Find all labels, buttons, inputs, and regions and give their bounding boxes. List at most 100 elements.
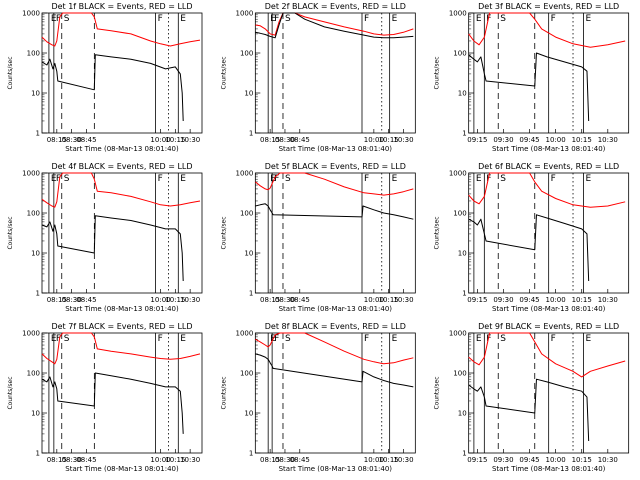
x-tick-label: 09:30 xyxy=(493,136,513,144)
marker-label: F xyxy=(551,14,556,24)
marker-label: E xyxy=(585,14,591,24)
y-tick-label: 100 xyxy=(27,370,40,378)
detector-panel-5: Det 5f BLACK = Events, RED = LLD Counts/s… xyxy=(220,162,416,313)
x-tick-label: 10:30 xyxy=(598,456,618,464)
x-tick-label: 10:00 xyxy=(364,296,384,304)
black-events-series-line xyxy=(468,52,590,122)
y-tick-label: 1000 xyxy=(22,170,40,178)
x-tick-label: 10:00 xyxy=(364,136,384,144)
black-events-series-line xyxy=(255,353,414,388)
y-tick-label: 1000 xyxy=(22,330,40,338)
marker-label: E xyxy=(392,14,398,24)
marker-label: E xyxy=(180,14,186,24)
marker-label: E xyxy=(585,334,591,344)
y-tick-label: 1000 xyxy=(236,10,254,18)
marker-label: E xyxy=(180,334,186,344)
x-tick-label: 08:30 xyxy=(62,456,82,464)
y-tick-label: 1 xyxy=(36,450,40,458)
y-tick-label: 10 xyxy=(458,250,467,258)
y-tick-label: 1 xyxy=(462,290,466,298)
x-axis-label: Start Time (08-Mar-13 08:01:40) xyxy=(65,305,179,313)
detector-panel-6: Det 6f BLACK = Events, RED = LLD Counts/s… xyxy=(434,162,630,313)
y-tick-label: 1 xyxy=(249,290,253,298)
y-tick-label: 10 xyxy=(244,90,253,98)
y-axis-label: Counts/sec xyxy=(7,56,14,89)
y-tick-label: 1000 xyxy=(236,330,254,338)
x-tick-label: 09:45 xyxy=(519,296,539,304)
y-tick-label: 10 xyxy=(31,250,40,258)
red-lld-series-line xyxy=(468,12,626,48)
detector-panel-7: Det 7f BLACK = Events, RED = LLD Counts/s… xyxy=(7,322,203,473)
x-tick-label: 10:30 xyxy=(180,296,200,304)
x-tick-label: 10:15 xyxy=(379,456,399,464)
marker-label: F xyxy=(274,334,279,344)
marker-label: S xyxy=(285,334,291,344)
x-tick-label: 10:30 xyxy=(180,456,200,464)
panel-title: Det 1f BLACK = Events, RED = LLD xyxy=(51,2,192,11)
marker-label: F xyxy=(551,334,556,344)
red-lld-series-line xyxy=(468,332,626,378)
y-tick-label: 1000 xyxy=(449,10,467,18)
marker-label: E xyxy=(476,14,482,24)
marker-label: F xyxy=(56,14,61,24)
x-axis-label: Start Time (08-Mar-13 08:01:40) xyxy=(492,305,606,313)
x-tick-label: 08:45 xyxy=(290,456,310,464)
x-tick-label: 09:15 xyxy=(467,456,487,464)
y-axis-label: Counts/sec xyxy=(7,216,14,249)
x-tick-label: 08:15 xyxy=(47,136,67,144)
x-tick-label: 10:00 xyxy=(150,136,170,144)
y-axis-label: Counts/sec xyxy=(220,56,227,89)
red-lld-series-line xyxy=(41,12,201,47)
marker-label: S xyxy=(285,174,291,184)
x-tick-label: 08:15 xyxy=(260,136,280,144)
marker-label: S xyxy=(285,14,291,24)
plot-frame xyxy=(41,172,203,294)
marker-label: F xyxy=(364,174,369,184)
marker-label: S xyxy=(64,14,70,24)
x-axis-label: Start Time (08-Mar-13 08:01:40) xyxy=(65,465,179,473)
plot-frame xyxy=(254,12,416,134)
x-axis-label: Start Time (08-Mar-13 08:01:40) xyxy=(279,305,393,313)
plot-frame xyxy=(41,12,203,134)
y-tick-label: 100 xyxy=(27,210,40,218)
x-tick-label: 10:30 xyxy=(393,296,413,304)
black-events-series-line xyxy=(41,372,184,434)
marker-label: F xyxy=(551,174,556,184)
black-events-series-line xyxy=(468,214,590,282)
marker-label: S xyxy=(500,14,506,24)
y-tick-label: 10 xyxy=(458,90,467,98)
x-tick-label: 10:15 xyxy=(572,456,592,464)
x-tick-label: 10:15 xyxy=(572,136,592,144)
panel-title: Det 4f BLACK = Events, RED = LLD xyxy=(51,162,192,171)
marker-label: S xyxy=(500,334,506,344)
marker-label: E xyxy=(392,174,398,184)
detector-panel-8: Det 8f BLACK = Events, RED = LLD Counts/s… xyxy=(220,322,416,473)
detector-panel-2: Det 2f BLACK = Events, RED = LLD Counts/s… xyxy=(220,2,416,153)
y-tick-label: 10 xyxy=(31,410,40,418)
x-tick-label: 09:15 xyxy=(467,136,487,144)
x-tick-label: 10:30 xyxy=(180,136,200,144)
x-tick-label: 10:15 xyxy=(379,296,399,304)
x-tick-label: 10:00 xyxy=(546,136,566,144)
black-events-series-line xyxy=(255,12,414,39)
x-tick-label: 10:15 xyxy=(379,136,399,144)
y-axis-label: Counts/sec xyxy=(434,216,441,249)
red-lld-series-line xyxy=(41,332,201,365)
panel-title: Det 9f BLACK = Events, RED = LLD xyxy=(478,322,619,331)
x-tick-label: 08:15 xyxy=(260,296,280,304)
x-tick-label: 10:00 xyxy=(150,456,170,464)
x-tick-label: 10:15 xyxy=(572,296,592,304)
x-tick-label: 08:15 xyxy=(260,456,280,464)
red-lld-series-line xyxy=(255,332,414,365)
marker-label: F xyxy=(158,334,163,344)
black-events-series-line xyxy=(41,215,184,282)
y-tick-label: 100 xyxy=(27,50,40,58)
x-tick-label: 10:30 xyxy=(598,136,618,144)
y-axis-label: Counts/sec xyxy=(434,376,441,409)
panel-title: Det 3f BLACK = Events, RED = LLD xyxy=(478,2,619,11)
x-axis-label: Start Time (08-Mar-13 08:01:40) xyxy=(279,145,393,153)
y-tick-label: 1 xyxy=(462,130,466,138)
x-axis-label: Start Time (08-Mar-13 08:01:40) xyxy=(492,145,606,153)
x-tick-label: 10:15 xyxy=(165,136,185,144)
